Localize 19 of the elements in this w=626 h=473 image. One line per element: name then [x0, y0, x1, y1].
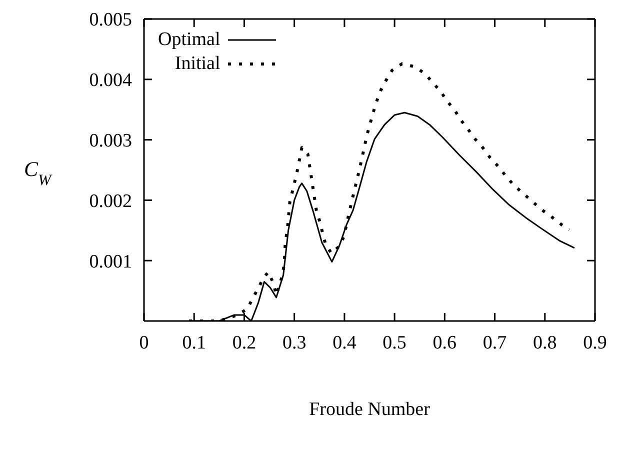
x-tick-label: 0.5 — [382, 332, 406, 354]
legend-label: Initial — [174, 53, 220, 75]
x-tick-label: 0.2 — [232, 332, 256, 354]
x-tick-label: 0.1 — [182, 332, 206, 354]
x-tick-label: 0.8 — [533, 332, 557, 354]
x-tick-label: 0.9 — [583, 332, 607, 354]
x-tick-label: 0.6 — [432, 332, 457, 354]
x-tick-label: 0.7 — [482, 332, 507, 354]
x-tick-label: 0 — [139, 332, 149, 354]
y-tick-label: 0.001 — [89, 251, 132, 272]
y-tick-label: 0.005 — [89, 10, 132, 31]
y-tick-label: 0.004 — [89, 70, 132, 92]
x-tick-label: 0.4 — [332, 332, 357, 354]
x-axis-title: Froude Number — [309, 399, 431, 420]
y-tick-label: 0.002 — [89, 190, 132, 212]
y-axis-title: C$_{W}$ — [24, 157, 54, 188]
x-tick-label: 0.3 — [282, 332, 306, 354]
legend-label: Optimal — [158, 29, 220, 51]
y-tick-label: 0.003 — [89, 130, 132, 152]
